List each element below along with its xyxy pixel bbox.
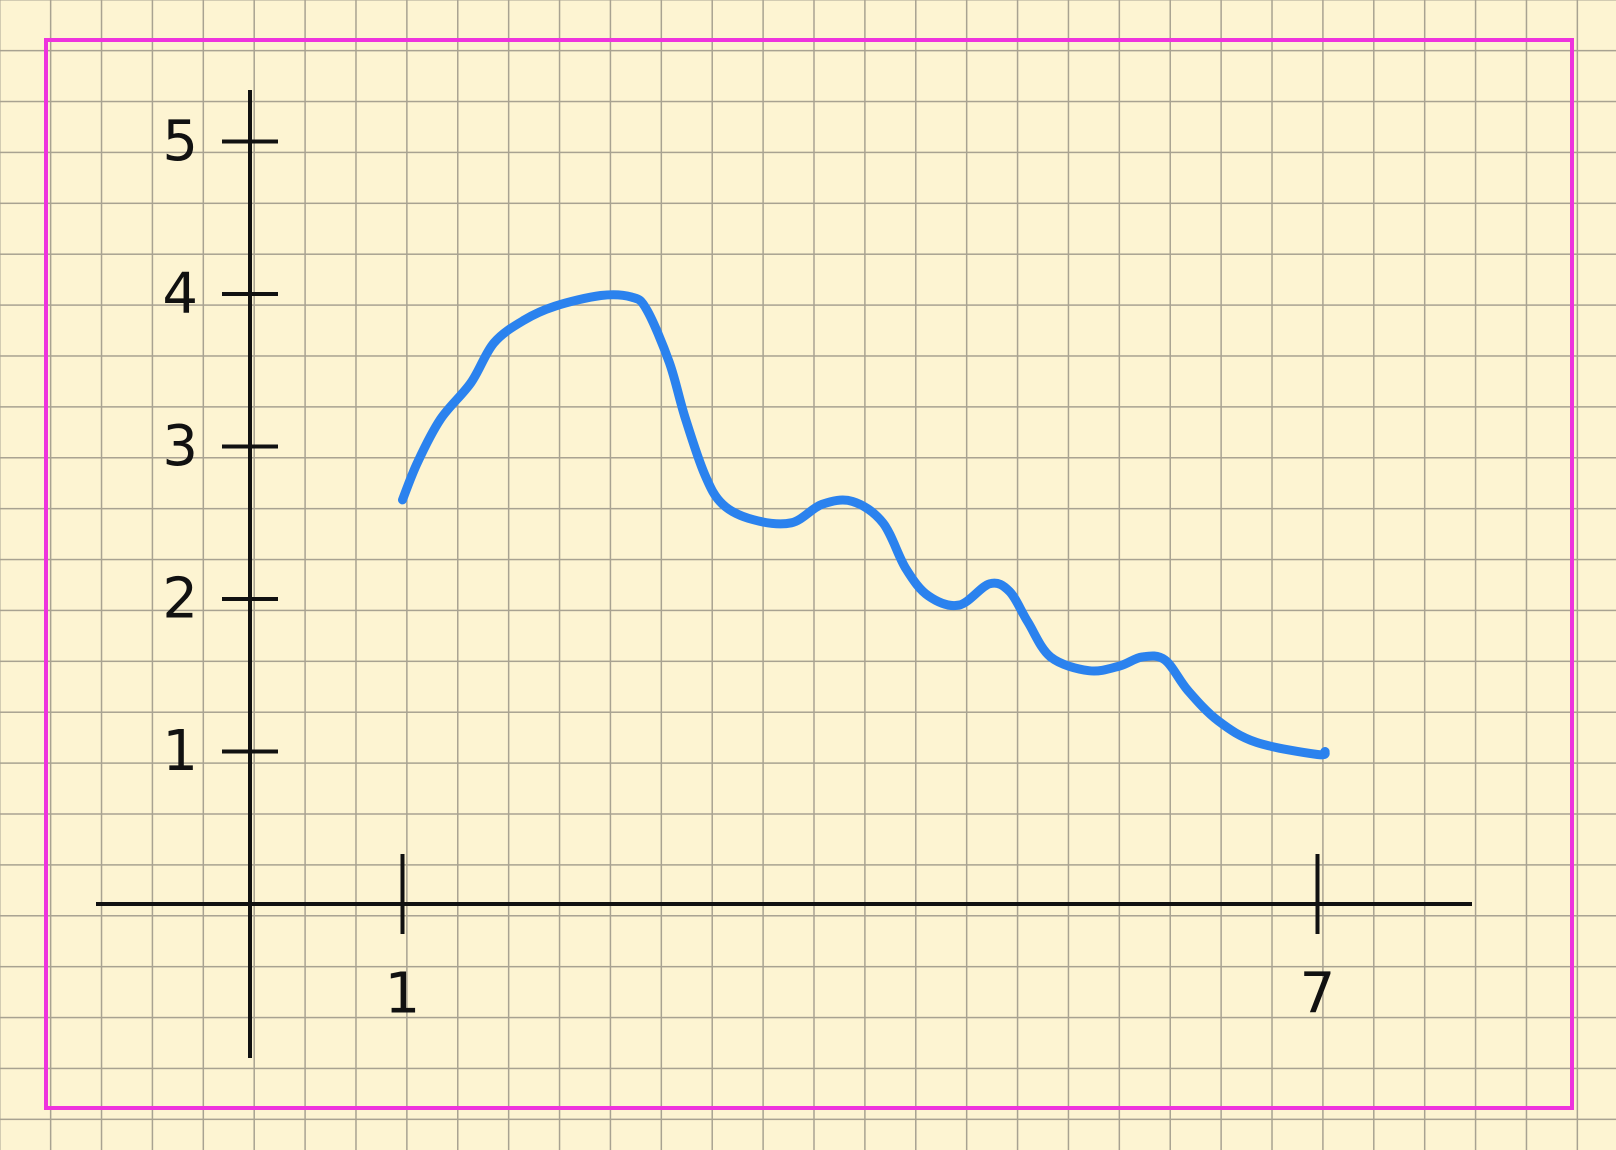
page-frame: [44, 38, 1574, 1110]
ticks: 1 2 3 4 5 1 7: [162, 109, 1335, 1027]
series-line: [398, 290, 1330, 760]
y-tick-label: 3: [162, 414, 198, 479]
y-tick-label: 2: [162, 567, 198, 632]
y-tick-label: 1: [162, 719, 198, 784]
y-tick-label: 5: [162, 109, 198, 174]
x-tick-label: 7: [1300, 962, 1336, 1027]
x-tick-label: 1: [385, 962, 421, 1027]
y-tick-label: 4: [162, 262, 198, 327]
